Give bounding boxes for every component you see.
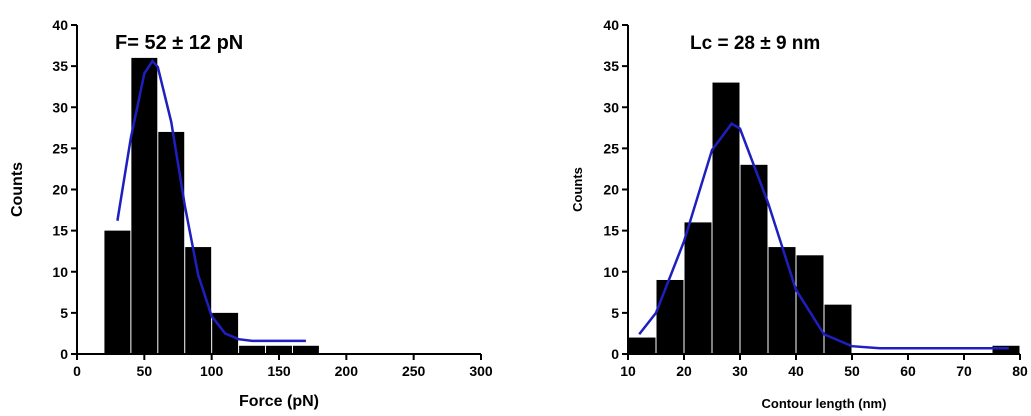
bar <box>104 230 131 354</box>
bar <box>796 255 824 354</box>
y-axis-label: Counts <box>9 162 26 217</box>
y-tick-label: 25 <box>603 140 619 156</box>
y-tick-label: 5 <box>60 305 68 321</box>
x-tick-label: 10 <box>620 363 636 379</box>
fit-curve <box>116 59 306 343</box>
bar <box>824 304 852 354</box>
y-tick-label: 15 <box>52 223 68 239</box>
x-axis-label: Force (pN) <box>239 393 319 410</box>
y-tick-label: 30 <box>603 99 619 115</box>
x-tick-label: 20 <box>676 363 692 379</box>
y-tick-label: 40 <box>52 17 68 33</box>
x-tick-label: 70 <box>956 363 972 379</box>
bar <box>656 279 684 354</box>
y-tick-label: 25 <box>52 140 68 156</box>
bar <box>628 337 656 354</box>
bar <box>158 131 185 354</box>
x-tick-label: 30 <box>732 363 748 379</box>
y-tick-label: 10 <box>52 264 68 280</box>
bar <box>684 222 712 354</box>
y-tick-label: 0 <box>60 346 68 362</box>
bar <box>292 345 319 354</box>
x-tick-label: 60 <box>900 363 916 379</box>
y-tick-label: 40 <box>603 17 619 33</box>
x-tick-label: 50 <box>844 363 860 379</box>
chart-title: Lc = 28 ± 9 nm <box>690 33 820 54</box>
y-tick-label: 5 <box>611 305 619 321</box>
y-tick-label: 0 <box>611 346 619 362</box>
chart-title: F= 52 ± 12 pN <box>115 32 243 54</box>
x-tick-label: 300 <box>469 363 493 379</box>
x-tick-label: 250 <box>402 363 426 379</box>
y-tick-label: 30 <box>52 99 68 115</box>
x-tick-label: 40 <box>788 363 804 379</box>
y-tick-label: 15 <box>603 223 619 239</box>
x-tick-label: 0 <box>73 363 81 379</box>
bar <box>992 345 1020 354</box>
x-tick-label: 80 <box>1012 363 1028 379</box>
x-tick-label: 50 <box>137 363 153 379</box>
x-axis-label: Contour length (nm) <box>762 396 887 411</box>
y-tick-label: 20 <box>603 182 619 198</box>
y-tick-label: 35 <box>603 58 619 74</box>
x-tick-label: 150 <box>267 363 291 379</box>
y-axis-label: Counts <box>570 167 585 212</box>
y-tick-label: 10 <box>603 264 619 280</box>
y-tick-label: 35 <box>52 58 68 74</box>
x-tick-label: 100 <box>200 363 224 379</box>
bar <box>131 57 158 355</box>
bar <box>768 247 796 354</box>
x-tick-label: 200 <box>335 363 359 379</box>
y-tick-label: 20 <box>52 182 68 198</box>
bar <box>239 345 266 354</box>
bar <box>740 164 768 354</box>
fit-curve <box>638 122 1009 350</box>
bar <box>266 345 292 354</box>
bar <box>712 82 740 354</box>
